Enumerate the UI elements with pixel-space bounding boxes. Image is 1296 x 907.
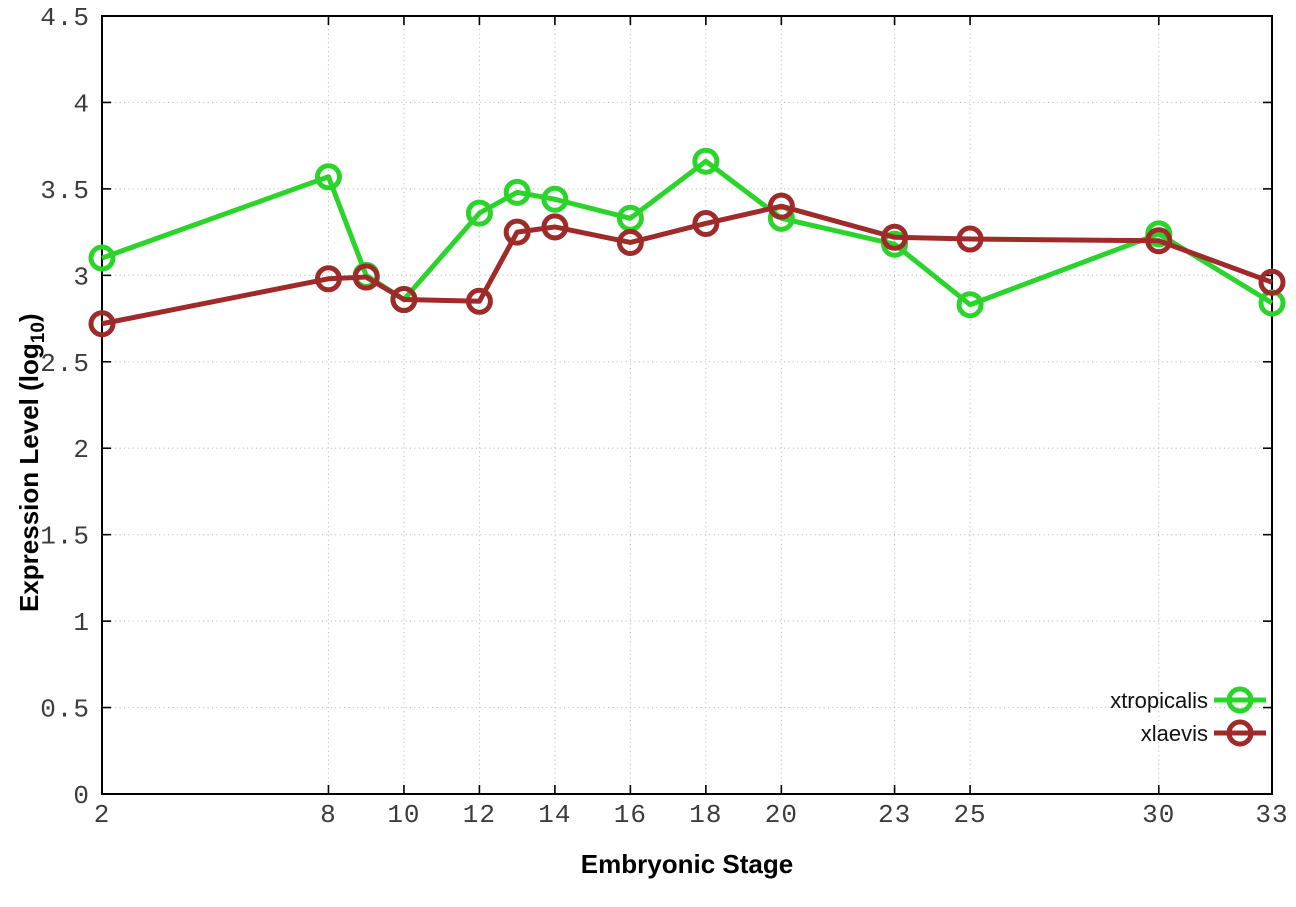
y-tick-label: 4.5 [40, 3, 90, 33]
x-tick-label: 25 [953, 800, 986, 830]
data-point-xtropicalis [314, 163, 342, 191]
data-point-xlaevis [616, 228, 644, 256]
data-point-xlaevis [881, 223, 909, 251]
y-tick-label: 2.5 [40, 349, 90, 379]
y-tick-label: 0.5 [40, 695, 90, 725]
x-tick-label: 14 [538, 800, 571, 830]
data-point-xlaevis [352, 263, 380, 291]
y-tick-label: 1 [73, 608, 90, 638]
x-tick-label: 16 [614, 800, 647, 830]
x-tick-label: 20 [765, 800, 798, 830]
x-tick-label: 23 [878, 800, 911, 830]
y-axis-title-suffix: ) [14, 313, 44, 323]
y-axis-title: Expression Level (log10) [14, 313, 50, 612]
data-point-xlaevis [1145, 227, 1173, 255]
legend-marker-xtropicalis [1226, 686, 1254, 714]
data-point-xtropicalis [692, 147, 720, 175]
series-line-xlaevis [101, 203, 1273, 327]
legend-label-xtropicalis: xtropicalis [1110, 688, 1208, 713]
y-axis-title-subscript: 10 [28, 322, 50, 344]
x-tick-label: 8 [320, 800, 337, 830]
x-axis-title: Embryonic Stage [580, 849, 794, 879]
y-tick-label: 3 [73, 262, 90, 292]
y-tick-label: 2 [73, 435, 90, 465]
x-tick-label: 30 [1142, 800, 1175, 830]
data-point-xtropicalis [503, 178, 531, 206]
x-tick-label: 2 [94, 800, 111, 830]
y-tick-label: 4 [73, 89, 90, 119]
y-tick-label: 1.5 [40, 522, 90, 552]
x-tick-label: 12 [463, 800, 496, 830]
y-axis-title-prefix: Expression Level (log [14, 343, 44, 612]
x-tick-label: 18 [689, 800, 722, 830]
data-point-xlaevis [1258, 268, 1286, 296]
x-tick-label: 10 [387, 800, 420, 830]
data-point-xlaevis [390, 286, 418, 314]
data-point-xtropicalis [541, 185, 569, 213]
data-point-xlaevis [503, 218, 531, 246]
series-line-xtropicalis [101, 158, 1274, 308]
data-point-xlaevis [767, 192, 795, 220]
y-tick-label: 3.5 [40, 176, 90, 206]
data-point-xlaevis [314, 265, 342, 293]
data-point-xlaevis [465, 287, 493, 315]
data-point-xlaevis [692, 209, 720, 237]
x-tick-label: 33 [1255, 800, 1288, 830]
data-point-xlaevis [956, 225, 984, 253]
legend-marker-xlaevis [1226, 719, 1254, 747]
data-point-xlaevis [541, 213, 569, 241]
plot-border [101, 15, 1273, 795]
legend-label-xlaevis: xlaevis [1141, 721, 1208, 746]
data-point-xtropicalis [465, 199, 493, 227]
data-point-xtropicalis [88, 244, 116, 272]
data-point-xtropicalis [956, 291, 984, 319]
y-tick-label: 0 [73, 781, 90, 811]
data-point-xlaevis [88, 310, 116, 338]
